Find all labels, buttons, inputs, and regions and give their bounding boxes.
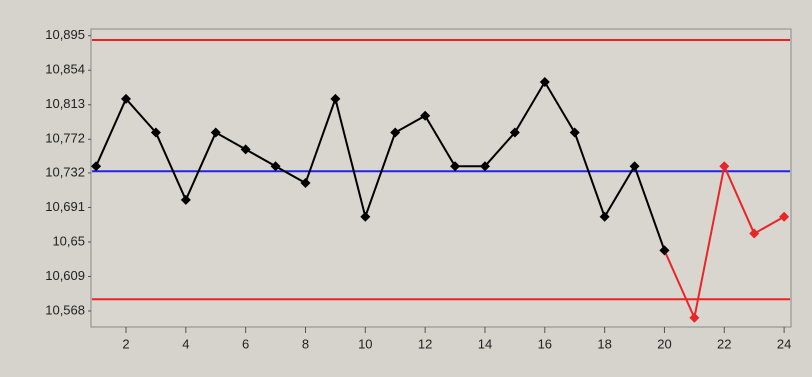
x-tick-label: 4 (182, 336, 189, 351)
y-tick-label: 10,65 (52, 233, 85, 248)
point-marker (509, 127, 520, 138)
point-marker (629, 161, 640, 172)
y-tick-label: 10,691 (45, 199, 85, 214)
point-marker (270, 161, 281, 172)
x-tick-label: 24 (777, 336, 791, 351)
point-marker (539, 77, 550, 88)
x-tick-label: 22 (717, 336, 731, 351)
y-tick-label: 10,854 (45, 62, 85, 77)
x-tick-label: 2 (122, 336, 129, 351)
x-tick-label: 10 (358, 336, 372, 351)
point-marker (659, 245, 670, 256)
x-tick-label: 18 (597, 336, 611, 351)
y-tick-label: 10,895 (45, 27, 85, 42)
point-marker (121, 93, 131, 104)
point-marker (450, 161, 461, 172)
point-marker (749, 228, 760, 239)
x-tick-label: 6 (242, 336, 249, 351)
point-marker (390, 127, 401, 138)
series-line (95, 80, 666, 251)
point-marker (91, 161, 102, 172)
x-tick-label: 12 (418, 336, 432, 351)
point-marker (180, 194, 191, 205)
x-tick-label: 14 (478, 336, 492, 351)
point-marker (569, 127, 580, 138)
point-marker (240, 144, 251, 155)
point-marker (479, 161, 490, 172)
point-marker (150, 127, 161, 138)
point-marker (330, 93, 341, 104)
point-marker (779, 211, 790, 222)
y-tick-label: 10,772 (45, 131, 85, 146)
y-tick-label: 10,609 (45, 268, 85, 283)
y-tick-label: 10,732 (45, 164, 85, 179)
x-tick-label: 8 (302, 336, 309, 351)
point-marker (719, 161, 730, 172)
point-marker (300, 178, 311, 189)
point-marker (689, 312, 700, 323)
y-tick-label: 10,813 (45, 96, 85, 111)
point-marker (420, 110, 431, 121)
x-tick-label: 16 (538, 336, 552, 351)
y-tick-label: 10,568 (45, 302, 85, 317)
x-tick-label: 20 (657, 336, 671, 351)
point-marker (360, 211, 371, 222)
plot-area (90, 28, 792, 328)
point-marker (210, 127, 221, 138)
point-marker (599, 211, 610, 222)
